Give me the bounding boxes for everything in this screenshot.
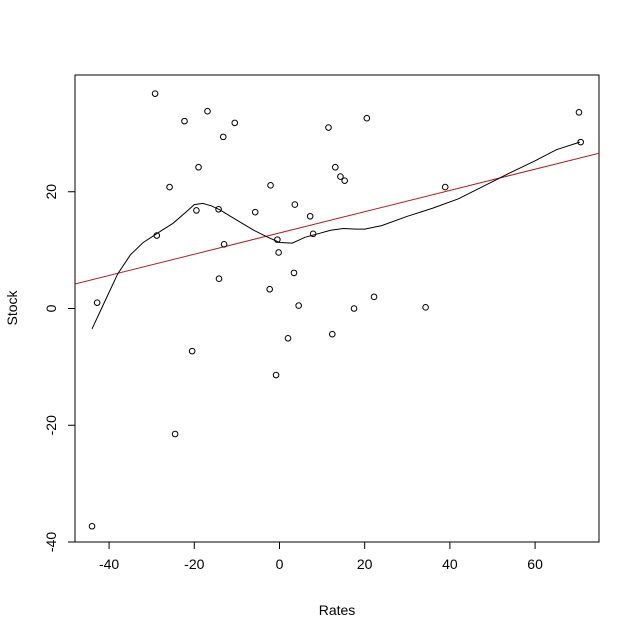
data-point (274, 236, 281, 243)
data-point (215, 275, 223, 283)
data-point (331, 163, 339, 171)
y-tick-label: 20 (43, 184, 59, 200)
data-point (337, 173, 344, 180)
data-point (231, 119, 239, 127)
data-point (171, 430, 179, 438)
plot-frame (74, 74, 600, 543)
data-point (193, 207, 200, 214)
data-point (422, 304, 429, 311)
data-point (219, 133, 227, 141)
regression-line (74, 152, 600, 285)
smooth-curve (91, 141, 580, 330)
y-tick-label: -20 (43, 415, 59, 435)
x-tick-label: -40 (99, 556, 119, 572)
x-tick-label: 40 (442, 556, 458, 572)
y-tick-label: 0 (43, 304, 59, 312)
data-point (188, 347, 196, 355)
x-axis-label: Rates (319, 602, 356, 618)
data-point (181, 117, 188, 125)
data-point (267, 182, 274, 189)
data-point (441, 183, 449, 191)
data-point (284, 334, 292, 342)
data-point (153, 232, 161, 239)
data-point (295, 302, 302, 309)
y-axis: -40 -20 0 20 (43, 184, 76, 552)
data-point (370, 293, 378, 301)
data-point (195, 163, 202, 171)
data-point (290, 269, 298, 277)
data-point (575, 109, 583, 116)
y-tick-label: -40 (43, 532, 59, 552)
data-point (93, 299, 101, 306)
data-point (251, 208, 259, 216)
data-point (204, 107, 211, 115)
x-tick-label: 20 (357, 556, 373, 572)
data-point (151, 90, 159, 97)
y-axis-label: Stock (4, 289, 20, 325)
data-point (220, 240, 228, 248)
x-axis: -40 -20 0 20 40 60 (99, 541, 543, 572)
x-tick-label: 60 (527, 556, 543, 572)
data-point (363, 114, 371, 122)
data-point (266, 285, 273, 293)
data-point (88, 522, 96, 530)
fit-lines (74, 141, 600, 330)
x-tick-label: 0 (276, 556, 284, 572)
data-point (166, 183, 173, 191)
data-point (275, 249, 282, 256)
data-point (306, 212, 314, 220)
data-point (325, 124, 332, 131)
data-point (291, 201, 299, 208)
data-points (88, 90, 584, 530)
data-point (215, 205, 222, 213)
data-point (341, 177, 348, 184)
data-point (309, 230, 317, 238)
data-point (272, 371, 280, 379)
data-point (350, 305, 358, 312)
data-point (577, 138, 584, 146)
data-point (329, 330, 336, 338)
x-tick-label: -20 (184, 556, 204, 572)
